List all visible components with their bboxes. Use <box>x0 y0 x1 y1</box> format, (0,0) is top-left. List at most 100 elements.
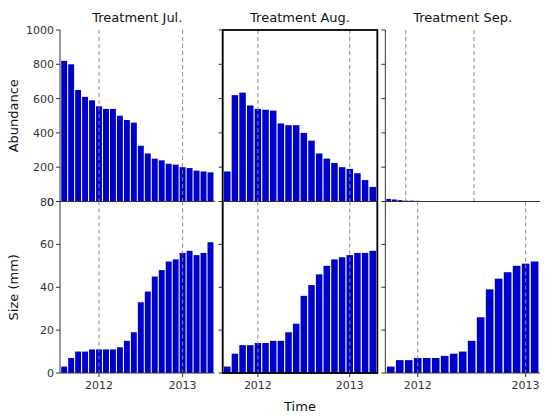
year-line <box>525 202 526 374</box>
y-axis <box>60 30 61 202</box>
bar <box>369 187 376 202</box>
year-line <box>257 30 258 202</box>
bar <box>331 259 338 373</box>
bar <box>82 352 88 373</box>
bar <box>152 159 158 202</box>
y-tick <box>56 98 60 99</box>
bar <box>441 356 449 373</box>
y-tick <box>381 244 385 245</box>
title: Treatment Aug. <box>249 10 350 25</box>
bar <box>117 116 123 202</box>
bar <box>224 367 231 373</box>
bars <box>387 262 539 373</box>
bar <box>173 259 179 373</box>
bar <box>96 349 102 373</box>
y-tick-label: 40 <box>40 281 54 294</box>
bar <box>285 332 292 373</box>
x-axis <box>385 201 540 202</box>
y-tick-label: 20 <box>40 324 54 337</box>
bar <box>166 262 172 373</box>
bar <box>262 343 269 373</box>
title: Treatment Jul. <box>91 10 182 25</box>
bar <box>208 172 214 201</box>
y-tick <box>56 167 60 168</box>
bar <box>131 332 137 373</box>
bar <box>270 341 277 373</box>
bar <box>504 272 512 373</box>
bar <box>138 302 144 373</box>
panel: 20122013020406080Size (mm) <box>6 196 215 393</box>
y-tick <box>56 64 60 65</box>
x-tick-label: 2012 <box>85 379 113 392</box>
bar <box>61 61 67 202</box>
bar <box>405 360 413 373</box>
bar <box>362 253 369 373</box>
bar <box>131 123 137 202</box>
bar <box>278 123 285 201</box>
bar <box>180 253 186 373</box>
bar <box>354 253 361 373</box>
bar <box>110 109 116 202</box>
year-line <box>349 202 350 374</box>
y-tick <box>381 167 385 168</box>
bar <box>270 111 277 202</box>
year-line <box>257 202 258 374</box>
x-tick-label: 2012 <box>244 379 272 392</box>
year-line <box>405 30 406 202</box>
bar <box>396 360 404 373</box>
bar <box>477 317 485 373</box>
year-line <box>182 30 183 202</box>
bar <box>187 251 193 373</box>
y-tick <box>56 287 60 288</box>
y-tick <box>381 132 385 133</box>
bar <box>308 285 315 373</box>
bar <box>450 354 458 373</box>
bars <box>224 93 376 202</box>
y-tick <box>381 98 385 99</box>
y-tick <box>56 30 60 31</box>
bar <box>194 255 200 373</box>
bars <box>61 61 213 202</box>
bar <box>247 105 254 201</box>
y-tick <box>56 132 60 133</box>
bar <box>145 292 151 373</box>
bar <box>145 153 151 201</box>
bar <box>239 93 246 202</box>
panel: 02004006008001000Treatment Jul.Abundance <box>6 10 215 209</box>
x-axis <box>385 373 540 374</box>
bar <box>75 352 81 373</box>
bar <box>124 120 130 201</box>
chart: 02004006008001000Treatment Jul.Abundance… <box>0 0 550 419</box>
bar <box>459 352 467 373</box>
bar <box>138 146 144 202</box>
year-line <box>99 202 100 374</box>
highlight-box <box>223 30 378 373</box>
year-line <box>99 30 100 202</box>
bar <box>208 242 214 373</box>
panel: Treatment Sep. <box>381 10 540 202</box>
bar <box>110 349 116 373</box>
x-tick <box>99 373 100 377</box>
bar <box>331 163 338 202</box>
y-tick-label: 600 <box>33 93 54 106</box>
x-tick <box>182 373 183 377</box>
bar <box>513 266 521 373</box>
bar <box>432 358 440 373</box>
bar <box>173 165 179 202</box>
bar <box>495 279 503 373</box>
bar <box>82 97 88 202</box>
bar <box>89 349 95 373</box>
bar <box>316 274 323 373</box>
x-axis <box>223 201 378 202</box>
bar <box>103 349 109 373</box>
bar <box>308 141 315 202</box>
y-tick <box>56 201 60 202</box>
bar <box>324 159 331 202</box>
panel: Treatment Aug. <box>219 10 378 202</box>
x-tick-label: 2012 <box>404 379 432 392</box>
bar <box>301 296 308 373</box>
bar <box>68 64 74 201</box>
bars <box>224 251 376 373</box>
bar <box>354 173 361 201</box>
bar <box>201 253 207 373</box>
